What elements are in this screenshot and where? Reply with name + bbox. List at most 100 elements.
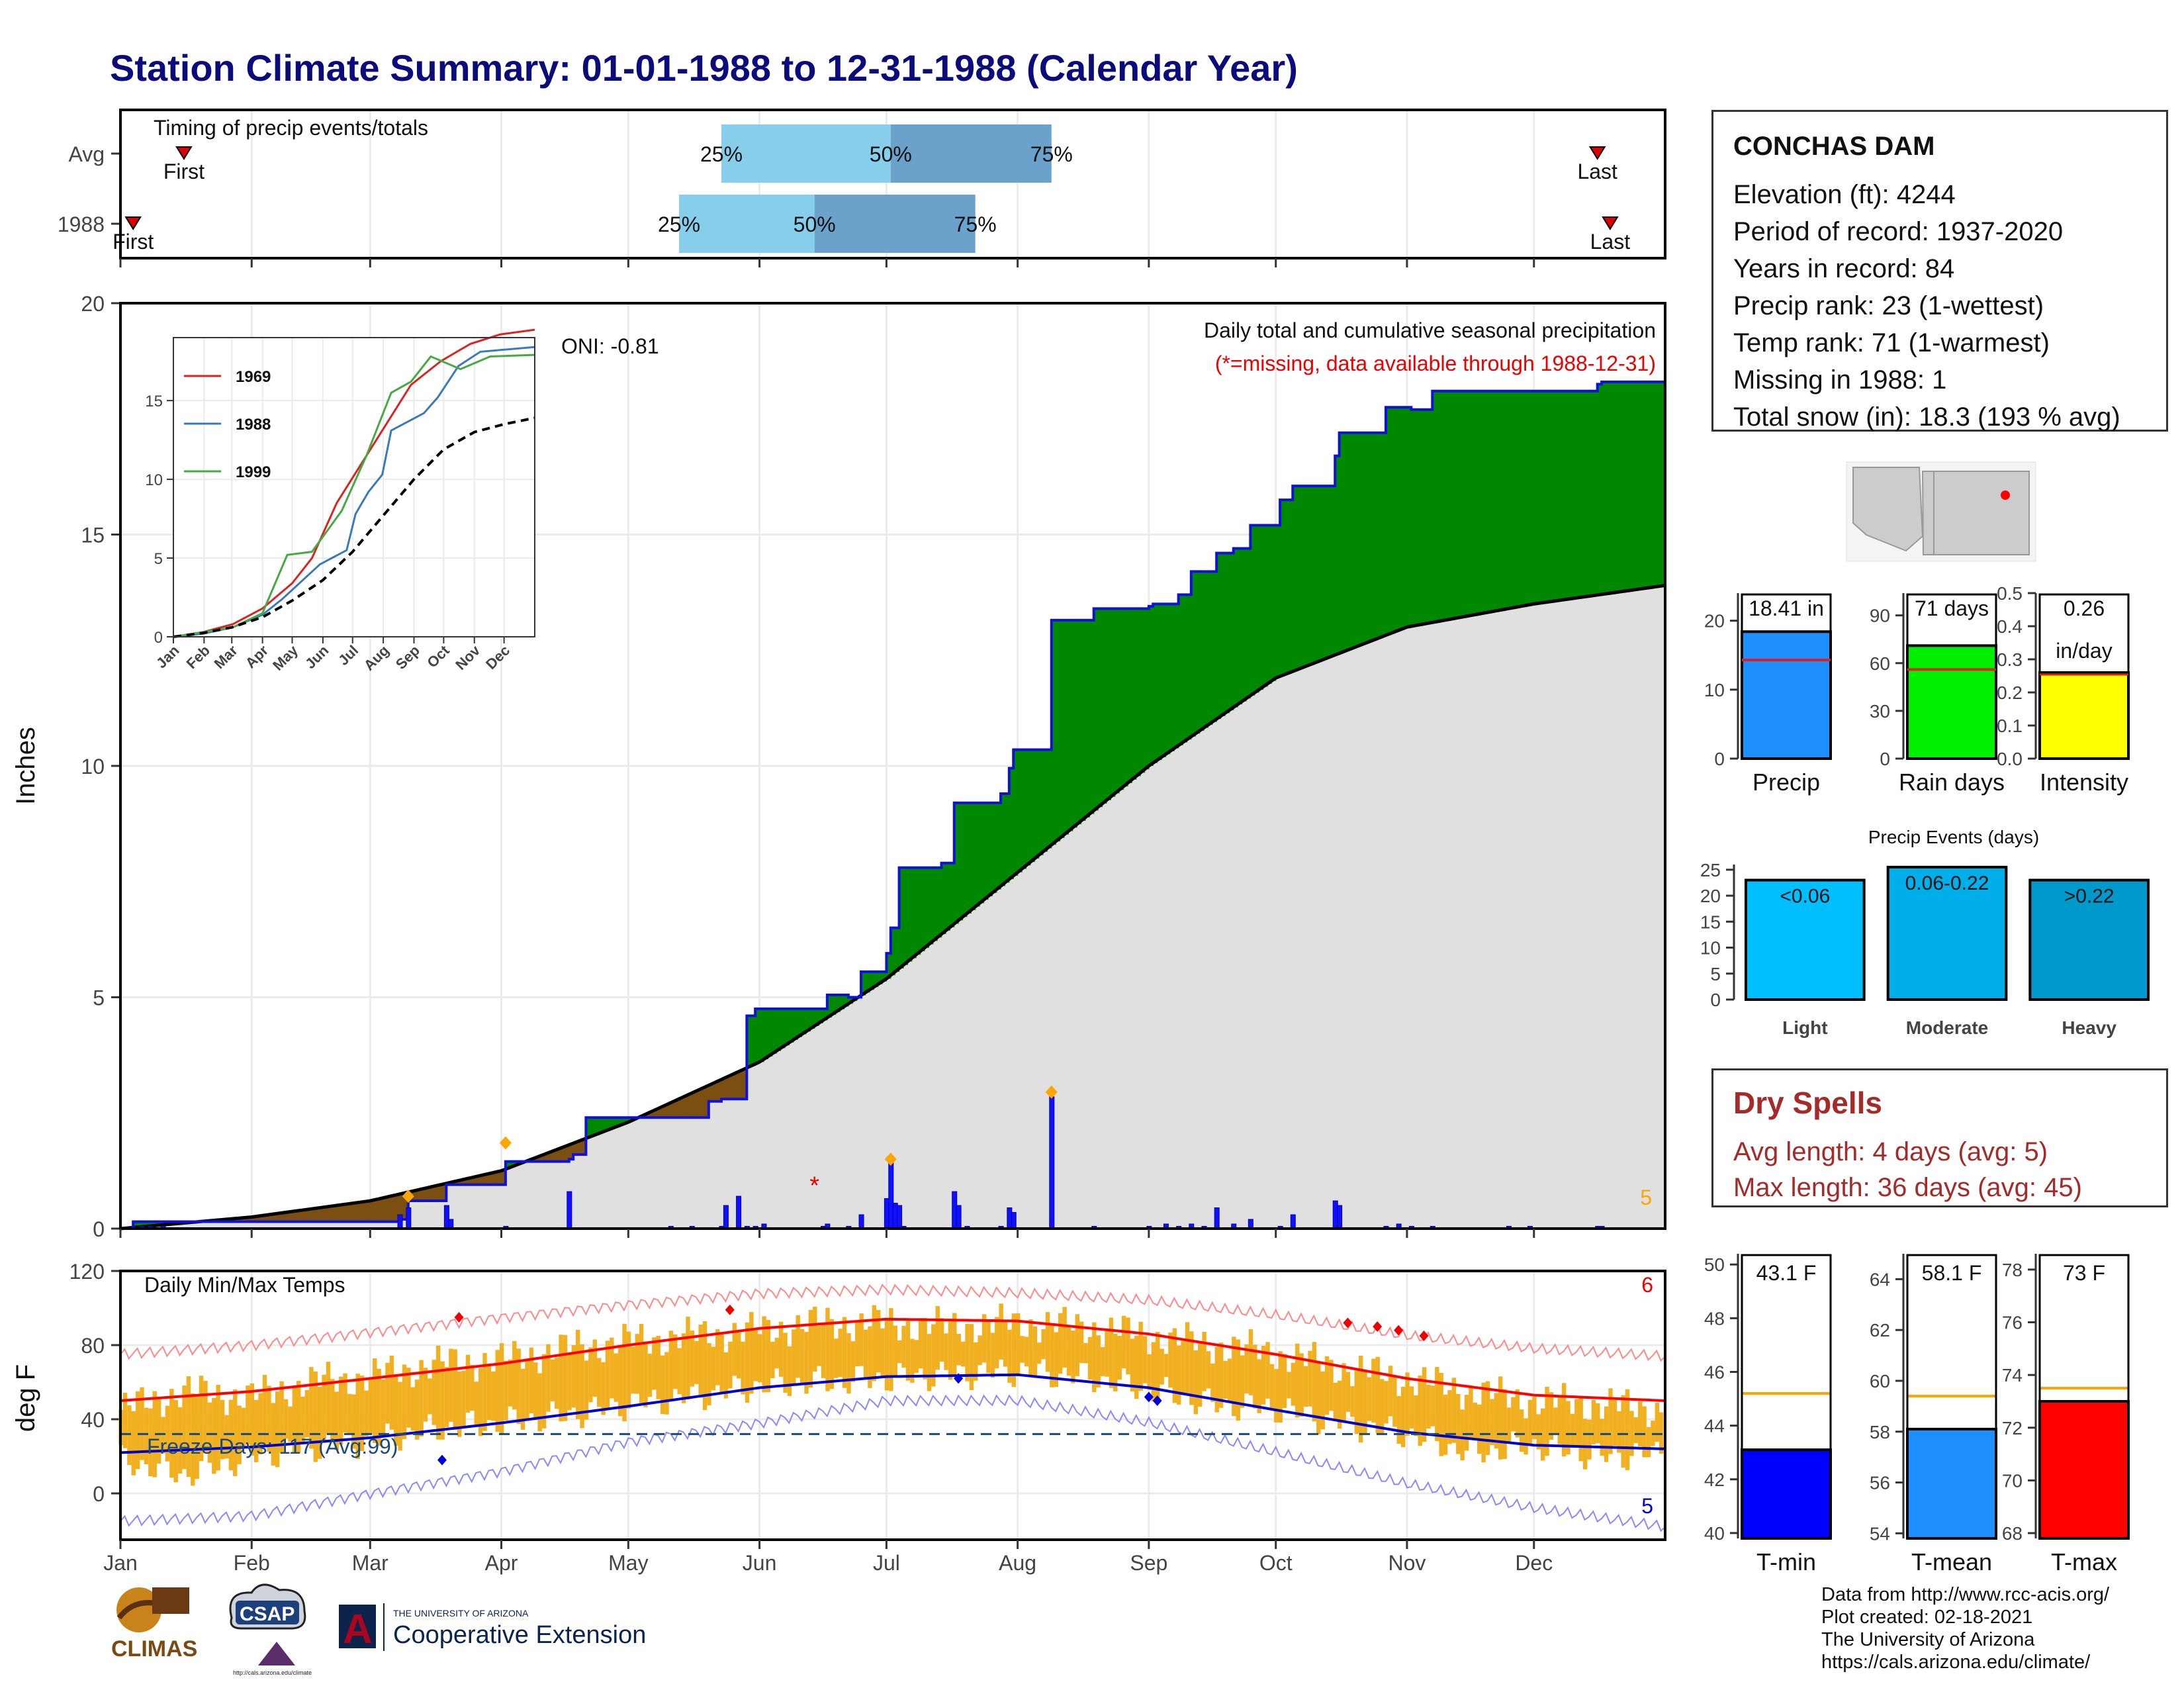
- precip-deficit-band: [569, 1145, 574, 1160]
- precip-surplus-band: [1330, 486, 1336, 657]
- precip-deficit-band: [666, 1104, 671, 1118]
- temps-daily-bar: [525, 1360, 529, 1421]
- precip-surplus-band: [996, 802, 1001, 890]
- precip-surplus-band: [1301, 486, 1306, 669]
- temps-daily-bar: [1308, 1350, 1312, 1407]
- temps-daily-bar: [359, 1376, 365, 1451]
- temps-daily-bar: [495, 1350, 500, 1432]
- temps-daily-bar: [626, 1331, 631, 1409]
- precip-daily-bar: [397, 1214, 403, 1229]
- temps-daily-bar: [271, 1403, 276, 1466]
- temps-daily-bar: [588, 1347, 593, 1403]
- precip-surplus-band: [1229, 553, 1234, 710]
- temps-daily-bar: [334, 1391, 339, 1450]
- precip-surplus-band: [1424, 409, 1429, 624]
- small-bar-y-tick-label: 50: [1704, 1254, 1725, 1275]
- precip-deficit-band: [725, 1077, 731, 1100]
- precip-surplus-band: [1457, 391, 1463, 618]
- summary-bar-charts: 0 10 20 Precip 18.41 in 0 30 60 90 Rain days 71 da…: [1704, 583, 2132, 796]
- precip-surplus-band: [1462, 391, 1467, 618]
- temps-daily-bar: [884, 1320, 889, 1391]
- precip-surplus-band: [1466, 391, 1471, 616]
- timing-row-label: 1988: [58, 212, 105, 236]
- dry-spells-avg: Avg length: 4 days (avg: 5): [1733, 1137, 2048, 1166]
- precip-surplus-band: [1013, 749, 1019, 876]
- precip-deficit-band: [412, 1191, 418, 1201]
- precip-deficit-band: [455, 1181, 460, 1185]
- temps-daily-bar: [1274, 1369, 1279, 1423]
- temps-daily-bar: [664, 1352, 669, 1415]
- temps-daily-bar: [267, 1385, 271, 1452]
- temps-daily-bar: [246, 1385, 250, 1445]
- temps-daily-bar: [364, 1390, 369, 1436]
- small-bar-y-tick-label: 58: [1870, 1422, 1890, 1442]
- month-tick-label: Dec: [1515, 1551, 1553, 1575]
- temps-daily-bar: [686, 1317, 690, 1399]
- precip-surplus-band: [1318, 486, 1323, 662]
- precip-surplus-band: [1584, 391, 1590, 597]
- temps-daily-bar: [799, 1329, 805, 1385]
- precip-diamond-marker: [402, 1190, 414, 1203]
- temps-daily-bar: [537, 1373, 542, 1432]
- precip-surplus-band: [1657, 381, 1662, 587]
- small-bar-y-tick-label: 30: [1870, 701, 1890, 722]
- small-bar-category: Rain days: [1899, 769, 2005, 796]
- small-bar-y-tick-label: 0: [1880, 749, 1890, 769]
- precip-surplus-band: [1238, 548, 1243, 705]
- temps-daily-bar: [237, 1405, 242, 1464]
- small-bar-category: T-min: [1756, 1548, 1816, 1575]
- temps-daily-bar: [863, 1329, 868, 1380]
- precip-surplus-band: [1224, 553, 1230, 714]
- precip-surplus-band: [751, 1015, 756, 1066]
- temps-daily-bar: [592, 1339, 597, 1397]
- inset-background: [173, 338, 535, 637]
- precip-deficit-band: [708, 1085, 713, 1102]
- temps-daily-bar: [322, 1374, 326, 1443]
- events-bar: [1886, 865, 2008, 1002]
- small-bar-value: [2038, 671, 2130, 760]
- temps-daily-bar: [1151, 1342, 1156, 1402]
- ua-line2: Cooperative Extension: [393, 1621, 646, 1649]
- precip-daily-bar: [1290, 1214, 1296, 1229]
- temps-daily-bar: [749, 1312, 754, 1394]
- temps-daily-bar: [842, 1317, 847, 1388]
- precip-daily-bar: [956, 1205, 962, 1229]
- precip-surplus-band: [1394, 407, 1399, 632]
- precip-surplus-band: [1496, 391, 1501, 611]
- precip-deficit-band: [328, 1206, 333, 1222]
- precip-surplus-band: [869, 972, 874, 990]
- precip-surplus-band: [1017, 749, 1023, 872]
- timing-bar-q25-q50: [679, 195, 815, 253]
- ua-letter: A: [343, 1607, 373, 1652]
- temps-daily-bar: [1371, 1358, 1376, 1423]
- temps-daily-bar: [1096, 1335, 1101, 1387]
- temps-daily-bar: [428, 1378, 432, 1415]
- temps-daily-bar: [1532, 1397, 1537, 1439]
- precip-surplus-band: [823, 1008, 828, 1021]
- precip-y-label: Inches: [11, 727, 40, 805]
- temps-count-top: 6: [1641, 1273, 1653, 1297]
- precip-surplus-band: [835, 995, 841, 1012]
- precip-deficit-band: [501, 1170, 506, 1185]
- temps-daily-bar: [1218, 1342, 1224, 1408]
- temps-daily-bar: [859, 1313, 864, 1366]
- temps-daily-bar: [152, 1391, 157, 1477]
- precip-surplus-band: [1415, 409, 1420, 626]
- temps-daily-bar: [905, 1320, 911, 1381]
- precip-surplus-band: [1072, 620, 1077, 828]
- precip-surplus-band: [1432, 391, 1437, 623]
- temps-daily-bar: [398, 1382, 402, 1451]
- temps-daily-bar: [990, 1333, 995, 1378]
- climas-text: CLIMAS: [111, 1636, 197, 1662]
- temps-daily-bar: [419, 1360, 424, 1436]
- small-bar-label: 18.41 in: [1749, 596, 1824, 620]
- precip-surplus-band: [1242, 548, 1247, 702]
- precip-surplus-band: [1529, 391, 1535, 605]
- small-bar-y-tick-label: 54: [1870, 1523, 1890, 1544]
- temps-daily-bar: [1456, 1393, 1461, 1454]
- precip-frame: [119, 302, 1666, 1230]
- precip-deficit-band: [700, 1089, 705, 1118]
- precip-surplus-band: [797, 1008, 803, 1037]
- precip-oni: ONI: -0.81: [561, 334, 659, 358]
- temps-daily-bar: [1156, 1331, 1160, 1399]
